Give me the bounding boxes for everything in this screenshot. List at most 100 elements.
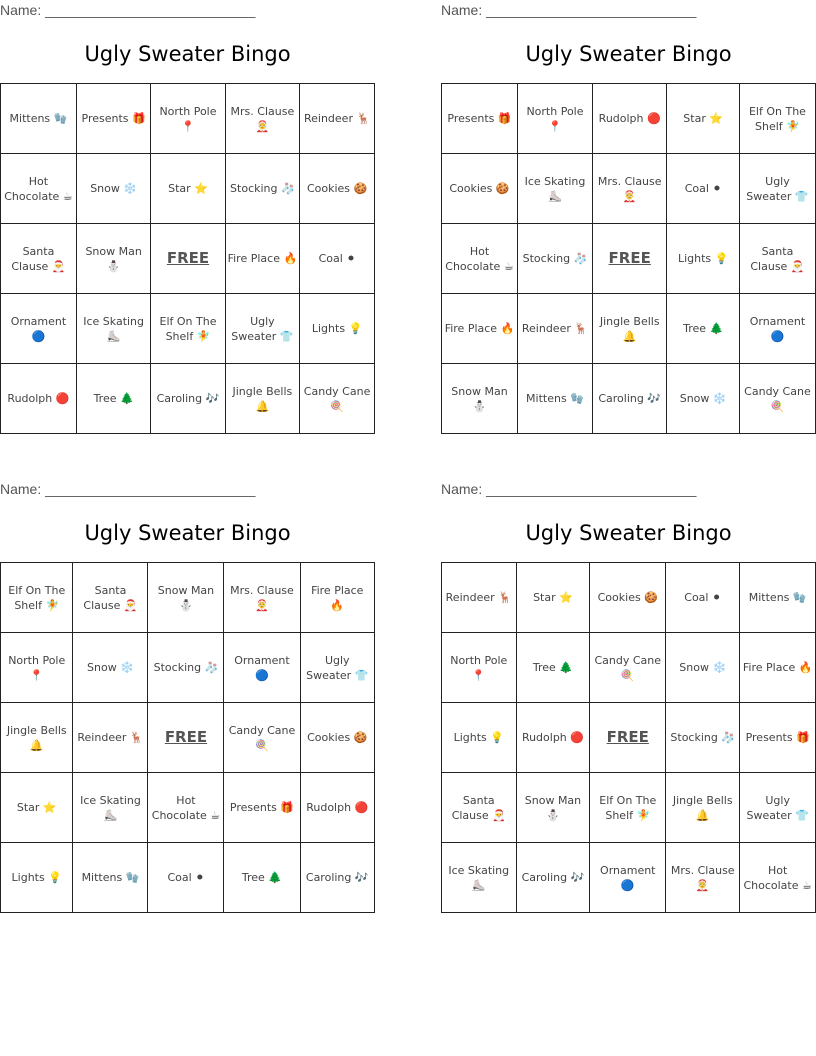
bingo-cell: Ornament 🔵 — [589, 842, 667, 913]
bingo-cell: Elf On The Shelf 🧚 — [589, 772, 667, 843]
bingo-cell: FREE — [591, 223, 668, 294]
name-line: Name: ___________________________ — [441, 2, 697, 18]
bingo-cell: Jingle Bells 🔔 — [224, 363, 301, 434]
bingo-cell: Jingle Bells 🔔 — [591, 293, 668, 364]
bingo-cell: Ugly Sweater 👕 — [299, 632, 375, 703]
bingo-cell: Santa Clause 🎅 — [441, 772, 517, 843]
bingo-cell: North Pole 📍 — [516, 83, 593, 154]
bingo-cell: Elf On The Shelf 🧚 — [738, 83, 816, 154]
bingo-cell: Jingle Bells 🔔 — [0, 702, 74, 773]
bingo-cell: Tree 🌲 — [515, 632, 591, 703]
bingo-cell: Elf On The Shelf 🧚 — [150, 293, 226, 364]
bingo-cell: Santa Clause 🎅 — [0, 223, 77, 294]
bingo-cell: Fire Place 🔥 — [739, 632, 816, 703]
bingo-cell: North Pole 📍 — [150, 83, 226, 154]
bingo-cell: Stocking 🧦 — [516, 223, 593, 294]
bingo-cell: Tree 🌲 — [666, 293, 740, 364]
bingo-cell: Cookies 🍪 — [589, 562, 667, 633]
bingo-cell: Mittens 🧤 — [0, 83, 77, 154]
bingo-cell: Hot Chocolate ☕ — [147, 772, 225, 843]
bingo-cell: Hot Chocolate ☕ — [441, 223, 518, 294]
bingo-cell: Mrs. Clause 🤶 — [223, 562, 301, 633]
grid-row: Rudolph 🔴 Tree 🌲 Caroling 🎶 Jingle Bells 🔔 C… — [0, 363, 375, 434]
bingo-cell: Ugly Sweater 👕 — [738, 153, 816, 224]
bingo-cell: Reindeer 🦌 — [441, 562, 517, 633]
bingo-cell: Presents 🎁 — [75, 83, 152, 154]
bingo-cell: Presents 🎁 — [223, 772, 301, 843]
bingo-cell: Mrs. Clause 🤶 — [665, 842, 741, 913]
bingo-cell: Candy Cane 🍭 — [738, 363, 816, 434]
bingo-cell: Santa Clause 🎅 — [738, 223, 816, 294]
grid-row: North Pole 📍 Tree 🌲 Candy Cane 🍭 Snow ❄️ Fir… — [441, 632, 816, 703]
bingo-cell: Lights 💡 — [441, 702, 517, 773]
bingo-cell: Mrs. Clause 🤶 — [224, 83, 301, 154]
name-line: Name: ___________________________ — [0, 481, 256, 497]
grid-row: Snow Man ⛄ Mittens 🧤 Caroling 🎶 Snow ❄️ Cand… — [441, 363, 816, 434]
card-title: Ugly Sweater Bingo — [525, 521, 732, 545]
bingo-cell: FREE — [589, 702, 667, 773]
grid-row: Santa Clause 🎅 Snow Man ⛄ Elf On The Shelf… — [441, 772, 816, 843]
bingo-cell: Coal ⚫ — [665, 562, 741, 633]
bingo-cell: Cookies 🍪 — [441, 153, 518, 224]
bingo-cell: Rudolph 🔴 — [515, 702, 591, 773]
bingo-cell: Fire Place 🔥 — [299, 562, 375, 633]
bingo-cell: Ice Skating ⛸️ — [72, 772, 149, 843]
card-title: Ugly Sweater Bingo — [84, 521, 291, 545]
bingo-cell: Rudolph 🔴 — [591, 83, 668, 154]
bingo-cell: Coal ⚫ — [147, 842, 225, 913]
bingo-cell: Ornament 🔵 — [0, 293, 77, 364]
bingo-cell: Caroling 🎶 — [591, 363, 668, 434]
bingo-cell: Rudolph 🔴 — [0, 363, 77, 434]
bingo-cell: Jingle Bells 🔔 — [665, 772, 741, 843]
bingo-cell: Snow Man ⛄ — [515, 772, 591, 843]
bingo-cell: Tree 🌲 — [223, 842, 301, 913]
bingo-cell: Tree 🌲 — [75, 363, 152, 434]
grid-row: Ornament 🔵 Ice Skating ⛸️ Elf On The Shelf… — [0, 293, 375, 364]
bingo-cell: Reindeer 🦌 — [516, 293, 593, 364]
grid-row: Jingle Bells 🔔 Reindeer 🦌 FREE Candy Cane 🍭… — [0, 702, 375, 773]
bingo-cell: FREE — [150, 223, 226, 294]
bingo-cell: Ornament 🔵 — [223, 632, 301, 703]
grid-row: Elf On The Shelf 🧚 Santa Clause 🎅 Snow Man… — [0, 562, 375, 633]
bingo-cell: FREE — [147, 702, 225, 773]
bingo-cell: Snow Man ⛄ — [75, 223, 152, 294]
bingo-cell: Ornament 🔵 — [738, 293, 816, 364]
bingo-card: Name: ___________________________ Ugly Sw… — [0, 479, 375, 913]
bingo-card: Name: ___________________________ Ugly Sw… — [441, 0, 816, 434]
name-line: Name: ___________________________ — [441, 481, 697, 497]
bingo-cell: Lights 💡 — [666, 223, 740, 294]
bingo-cell: Stocking 🧦 — [224, 153, 301, 224]
bingo-cell: Mittens 🧤 — [72, 842, 149, 913]
bingo-cell: Hot Chocolate ☕ — [739, 842, 816, 913]
bingo-cell: Snow ❄️ — [75, 153, 152, 224]
bingo-cell: Star ⭐ — [0, 772, 74, 843]
grid-row: Ice Skating ⛸️ Caroling 🎶 Ornament 🔵 Mrs. C… — [441, 842, 816, 913]
bingo-cell: Hot Chocolate ☕ — [0, 153, 77, 224]
bingo-cell: Mittens 🧤 — [516, 363, 593, 434]
bingo-cell: Mrs. Clause 🤶 — [591, 153, 668, 224]
grid-row: Reindeer 🦌 Star ⭐ Cookies 🍪 Coal ⚫ Mittens 🧤 — [441, 562, 816, 633]
bingo-cell: Ice Skating ⛸️ — [516, 153, 593, 224]
bingo-cell: Mittens 🧤 — [739, 562, 816, 633]
bingo-grid: Mittens 🧤 Presents 🎁 North Pole 📍 Mrs. Clau… — [0, 83, 375, 434]
bingo-cell: Ice Skating ⛸️ — [441, 842, 517, 913]
grid-row: Lights 💡 Rudolph 🔴 FREE Stocking 🧦 Presents … — [441, 702, 816, 773]
bingo-cell: Candy Cane 🍭 — [589, 632, 667, 703]
bingo-cell: Presents 🎁 — [441, 83, 518, 154]
grid-row: Presents 🎁 North Pole 📍 Rudolph 🔴 Star ⭐ Elf… — [441, 83, 816, 154]
grid-row: Hot Chocolate ☕ Stocking 🧦 FREE Lights 💡 San… — [441, 223, 816, 294]
grid-row: North Pole 📍 Snow ❄️ Stocking 🧦 Ornament 🔵 U… — [0, 632, 375, 703]
bingo-cell: Cookies 🍪 — [299, 153, 375, 224]
bingo-cell: Presents 🎁 — [739, 702, 816, 773]
name-line: Name: ___________________________ — [0, 2, 256, 18]
grid-row: Lights 💡 Mittens 🧤 Coal ⚫ Tree 🌲 Caroling 🎶 — [0, 842, 375, 913]
bingo-cell: Lights 💡 — [299, 293, 375, 364]
bingo-cell: Cookies 🍪 — [299, 702, 375, 773]
bingo-cell: Caroling 🎶 — [299, 842, 375, 913]
bingo-cell: Snow ❄️ — [72, 632, 149, 703]
bingo-cell: Lights 💡 — [0, 842, 74, 913]
bingo-cell: Candy Cane 🍭 — [223, 702, 301, 773]
bingo-cell: North Pole 📍 — [441, 632, 517, 703]
bingo-cell: Santa Clause 🎅 — [72, 562, 149, 633]
